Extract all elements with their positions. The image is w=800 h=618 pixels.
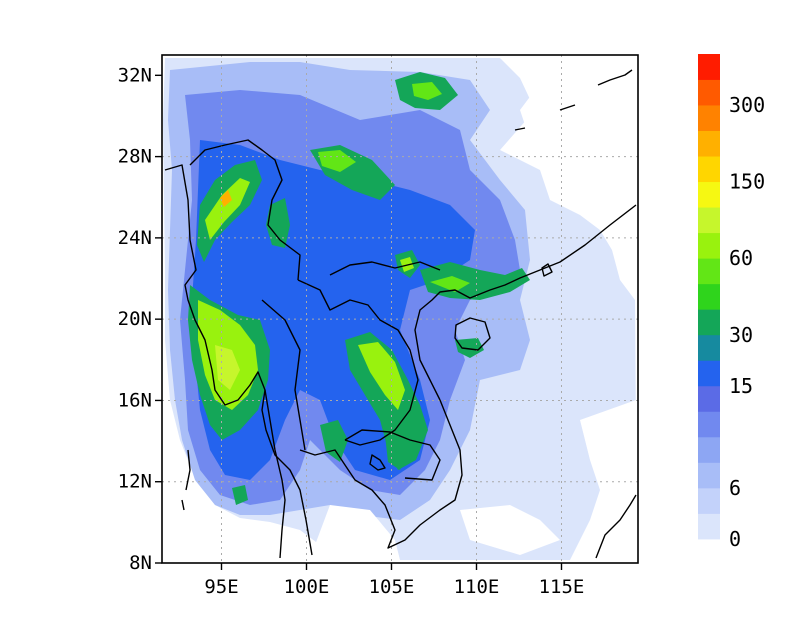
coastline-gulf-of-thailand [299, 399, 463, 549]
coastline-hainan-island [454, 317, 491, 351]
lon-tick-label: 110E [454, 576, 500, 598]
border-myanmar-north [189, 139, 301, 281]
field-patch-laos-vietnam-core [358, 342, 405, 410]
lat-tick-label: 28N [118, 146, 152, 168]
lat-tick-label: 8N [129, 552, 152, 574]
field-patch-ridge-east [266, 198, 290, 248]
coastline-andaman-east [261, 389, 313, 556]
lon-tick-label: 95E [204, 576, 238, 598]
coastline-southeast [595, 494, 637, 559]
lat-tick-label: 20N [118, 308, 152, 330]
border-thailand-laos [297, 279, 419, 446]
missing-region-mid-south [460, 505, 560, 555]
colorbar-swatch [698, 487, 720, 514]
island-taiwan [541, 263, 553, 277]
missing-region-south [315, 505, 400, 560]
colorbar-swatch [698, 105, 720, 131]
colorbar-swatch [698, 309, 720, 336]
border-cambodia [344, 429, 441, 481]
coastline-vietnam [414, 204, 637, 401]
lon-tick-label: 105E [369, 576, 415, 598]
lat-tick-label: 24N [118, 227, 152, 249]
colorbar-swatch [698, 385, 720, 412]
lat-tick-label: 16N [118, 389, 152, 411]
colorbar-label: 150 [729, 170, 765, 194]
coastlines-and-borders [164, 69, 637, 559]
colorbar [698, 54, 720, 540]
colorbar-swatch [698, 411, 720, 438]
latitude-axis: 32N 28N 24N 20N 16N 12N 8N [118, 64, 162, 574]
field-patch-north-plateau-core [318, 150, 356, 172]
lon-tick-label: 100E [284, 576, 330, 598]
colorbar-swatch [698, 232, 720, 259]
colorbar-label: 30 [729, 323, 753, 347]
field-patch-east-coast-core [430, 276, 470, 292]
field-patch-west-ridge-core [205, 178, 250, 240]
lon-tick-label: 115E [539, 576, 585, 598]
field-patch-laos-vietnam [345, 332, 428, 470]
colorbar-swatch [698, 130, 720, 157]
lat-tick-label: 12N [118, 471, 152, 493]
colorbar-swatch [698, 207, 720, 234]
colorbar-label: 0 [729, 527, 741, 551]
grid-lines [162, 55, 638, 563]
lat-tick-label: 32N [118, 64, 152, 86]
colorbar-label: 15 [729, 374, 753, 398]
colorbar-label: 60 [729, 246, 753, 270]
longitude-axis: 95E 100E 105E 110E 115E [204, 563, 584, 598]
colorbar-swatch [698, 436, 720, 463]
field-patch-far-north-core [412, 82, 442, 100]
colorbar-swatch [698, 156, 720, 183]
colorbar-swatch [698, 181, 720, 208]
coastline-bay-of-bengal [164, 164, 286, 559]
shaded-field [163, 58, 636, 560]
colorbar-swatch [698, 513, 720, 540]
colorbar-label: 300 [729, 93, 765, 117]
colorbar-label: 6 [729, 476, 741, 500]
lake-tonle-sap [369, 454, 386, 471]
map-frame [161, 54, 639, 564]
colorbar-swatch [698, 79, 720, 106]
colorbar-swatch [698, 462, 720, 489]
map-panel [161, 54, 639, 564]
missing-region-ne [520, 58, 636, 250]
colorbar-swatch [698, 334, 720, 361]
field-patch-west-ridge-peak [220, 190, 232, 207]
field-patch-south-andaman [232, 485, 248, 505]
colorbar-swatch [698, 258, 720, 285]
missing-region-sw [165, 480, 300, 560]
colorbar-swatch [698, 283, 720, 310]
colorbar-swatch [698, 360, 720, 387]
field-patch-gulf-south [385, 432, 410, 470]
colorbar-swatch [698, 54, 720, 80]
border-laos-china [329, 261, 441, 276]
border-myanmar-thailand [261, 299, 306, 451]
coastline-north-fragments [514, 69, 633, 131]
islands-andaman [181, 449, 191, 511]
